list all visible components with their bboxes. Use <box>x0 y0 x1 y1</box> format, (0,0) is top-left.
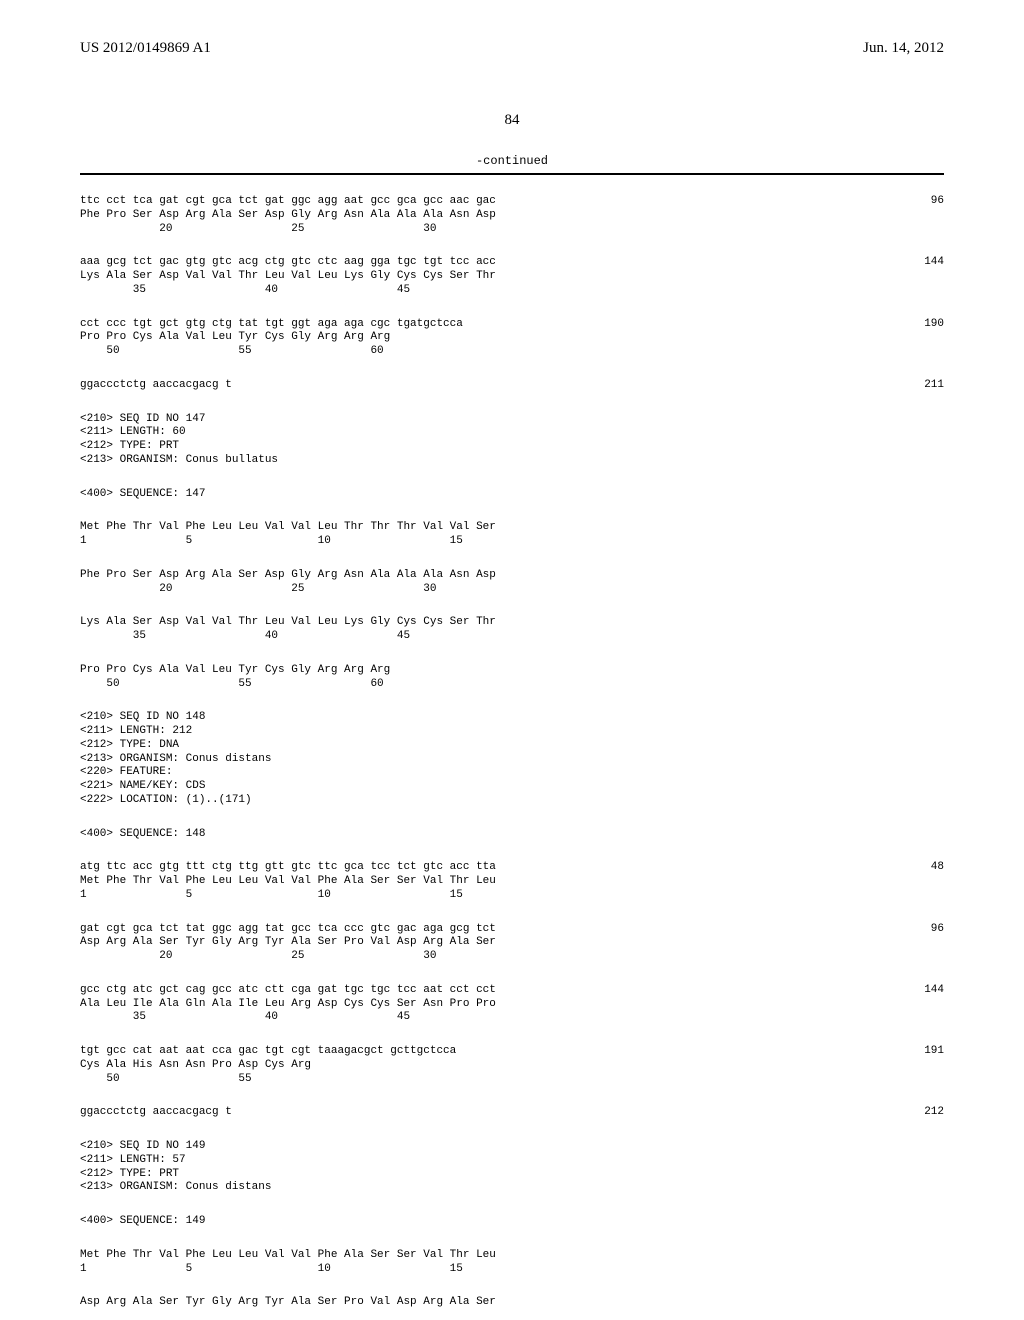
amino-acid-line: Met Phe Thr Val Phe Leu Leu Val Val Phe … <box>80 1249 944 1263</box>
sequence-block: ggaccctctg aaccacgacg t212 <box>80 1106 944 1120</box>
amino-acid-line: Met Phe Thr Val Phe Leu Leu Val Val Leu … <box>80 521 944 535</box>
meta-line: <211> LENGTH: 57 <box>80 1154 944 1168</box>
sequence-line: ggaccctctg aaccacgacg t212 <box>80 1106 944 1120</box>
amino-acid-line: Lys Ala Ser Asp Val Val Thr Leu Val Leu … <box>80 270 944 284</box>
sequence-block: cct ccc tgt gct gtg ctg tat tgt ggt aga … <box>80 318 944 359</box>
position-line: 35 40 45 <box>80 630 944 644</box>
sequence-block: <400> SEQUENCE: 148 <box>80 828 944 842</box>
nucleotide-line: gat cgt gca tct tat ggc agg tat gcc tca … <box>80 923 944 937</box>
position-line: 1 5 10 15 <box>80 1263 944 1277</box>
position-line: 35 40 45 <box>80 284 944 298</box>
doc-header: US 2012/0149869 A1 Jun. 14, 2012 <box>80 40 944 57</box>
meta-line: <212> TYPE: PRT <box>80 1168 944 1182</box>
position-line: 20 25 30 <box>80 223 944 237</box>
nucleotide-line: ttc cct tca gat cgt gca tct gat ggc agg … <box>80 195 944 209</box>
sequence-block: <210> SEQ ID NO 148<211> LENGTH: 212<212… <box>80 711 944 807</box>
nucleotide-line: cct ccc tgt gct gtg ctg tat tgt ggt aga … <box>80 318 944 332</box>
meta-line: <210> SEQ ID NO 149 <box>80 1140 944 1154</box>
sequence-block: <210> SEQ ID NO 149<211> LENGTH: 57<212>… <box>80 1140 944 1195</box>
amino-acid-line: Phe Pro Ser Asp Arg Ala Ser Asp Gly Arg … <box>80 209 944 223</box>
position-line: 20 25 30 <box>80 583 944 597</box>
sequence-block: <210> SEQ ID NO 147<211> LENGTH: 60<212>… <box>80 413 944 468</box>
amino-acid-line: Cys Ala His Asn Asn Pro Asp Cys Arg <box>80 1059 944 1073</box>
sequence-block: aaa gcg tct gac gtg gtc acg ctg gtc ctc … <box>80 256 944 297</box>
meta-line: <221> NAME/KEY: CDS <box>80 780 944 794</box>
divider <box>80 173 944 175</box>
meta-line: <400> SEQUENCE: 148 <box>80 828 944 842</box>
sequence-block: Asp Arg Ala Ser Tyr Gly Arg Tyr Ala Ser … <box>80 1296 944 1310</box>
sequence-block: Lys Ala Ser Asp Val Val Thr Leu Val Leu … <box>80 616 944 644</box>
amino-acid-line: Met Phe Thr Val Phe Leu Leu Val Val Phe … <box>80 875 944 889</box>
position-line: 50 55 <box>80 1073 944 1087</box>
meta-line: <213> ORGANISM: Conus distans <box>80 1181 944 1195</box>
amino-acid-line: Pro Pro Cys Ala Val Leu Tyr Cys Gly Arg … <box>80 664 944 678</box>
meta-line: <213> ORGANISM: Conus bullatus <box>80 454 944 468</box>
sequence-block: ggaccctctg aaccacgacg t211 <box>80 379 944 393</box>
sequence-block: tgt gcc cat aat aat cca gac tgt cgt taaa… <box>80 1045 944 1086</box>
sequence-block: Met Phe Thr Val Phe Leu Leu Val Val Phe … <box>80 1249 944 1277</box>
amino-acid-line: Asp Arg Ala Ser Tyr Gly Arg Tyr Ala Ser … <box>80 936 944 950</box>
meta-line: <210> SEQ ID NO 148 <box>80 711 944 725</box>
sequence-block: <400> SEQUENCE: 147 <box>80 488 944 502</box>
position-line: 1 5 10 15 <box>80 889 944 903</box>
sequence-block: gcc ctg atc gct cag gcc atc ctt cga gat … <box>80 984 944 1025</box>
nucleotide-line: aaa gcg tct gac gtg gtc acg ctg gtc ctc … <box>80 256 944 270</box>
position-line: 50 55 60 <box>80 345 944 359</box>
nucleotide-line: atg ttc acc gtg ttt ctg ttg gtt gtc ttc … <box>80 861 944 875</box>
amino-acid-line: Asp Arg Ala Ser Tyr Gly Arg Tyr Ala Ser … <box>80 1296 944 1310</box>
amino-acid-line: Ala Leu Ile Ala Gln Ala Ile Leu Arg Asp … <box>80 998 944 1012</box>
sequence-block: ttc cct tca gat cgt gca tct gat ggc agg … <box>80 195 944 236</box>
sequence-block: <400> SEQUENCE: 149 <box>80 1215 944 1229</box>
position-line: 1 5 10 15 <box>80 535 944 549</box>
sequence-block: Phe Pro Ser Asp Arg Ala Ser Asp Gly Arg … <box>80 569 944 597</box>
nucleotide-line: tgt gcc cat aat aat cca gac tgt cgt taaa… <box>80 1045 944 1059</box>
publication-number: US 2012/0149869 A1 <box>80 40 211 57</box>
position-line: 20 25 30 <box>80 950 944 964</box>
sequence-line: ggaccctctg aaccacgacg t211 <box>80 379 944 393</box>
meta-line: <212> TYPE: DNA <box>80 739 944 753</box>
amino-acid-line: Lys Ala Ser Asp Val Val Thr Leu Val Leu … <box>80 616 944 630</box>
continued-label: -continued <box>80 154 944 168</box>
amino-acid-line: Phe Pro Ser Asp Arg Ala Ser Asp Gly Arg … <box>80 569 944 583</box>
sequence-block: atg ttc acc gtg ttt ctg ttg gtt gtc ttc … <box>80 861 944 902</box>
nucleotide-line: gcc ctg atc gct cag gcc atc ctt cga gat … <box>80 984 944 998</box>
page-number: 84 <box>80 112 944 129</box>
meta-line: <213> ORGANISM: Conus distans <box>80 753 944 767</box>
sequence-block: gat cgt gca tct tat ggc agg tat gcc tca … <box>80 923 944 964</box>
meta-line: <210> SEQ ID NO 147 <box>80 413 944 427</box>
sequence-block: Pro Pro Cys Ala Val Leu Tyr Cys Gly Arg … <box>80 664 944 692</box>
position-line: 50 55 60 <box>80 678 944 692</box>
meta-line: <211> LENGTH: 212 <box>80 725 944 739</box>
meta-line: <212> TYPE: PRT <box>80 440 944 454</box>
meta-line: <222> LOCATION: (1)..(171) <box>80 794 944 808</box>
meta-line: <220> FEATURE: <box>80 766 944 780</box>
meta-line: <400> SEQUENCE: 147 <box>80 488 944 502</box>
meta-line: <211> LENGTH: 60 <box>80 426 944 440</box>
sequence-content: ttc cct tca gat cgt gca tct gat ggc agg … <box>80 195 944 1310</box>
publication-date: Jun. 14, 2012 <box>863 40 944 57</box>
amino-acid-line: Pro Pro Cys Ala Val Leu Tyr Cys Gly Arg … <box>80 331 944 345</box>
sequence-block: Met Phe Thr Val Phe Leu Leu Val Val Leu … <box>80 521 944 549</box>
position-line: 35 40 45 <box>80 1011 944 1025</box>
meta-line: <400> SEQUENCE: 149 <box>80 1215 944 1229</box>
